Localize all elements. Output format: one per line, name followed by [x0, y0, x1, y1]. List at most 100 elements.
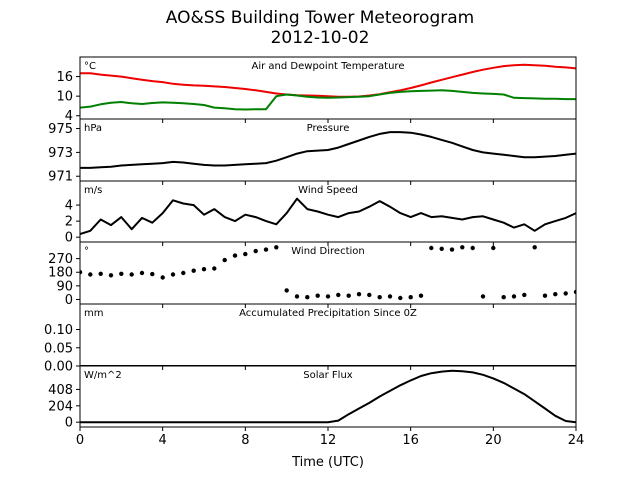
x-axis: 0 4 8 12 16 20 24	[76, 433, 584, 448]
panel-2: 971 973 975 hPa Pressure	[48, 118, 577, 185]
unit-label: °	[84, 246, 89, 257]
data-point	[191, 268, 196, 273]
x-tick-label: 20	[485, 433, 502, 448]
data-point	[470, 245, 475, 251]
data-point	[315, 293, 320, 298]
data-point	[336, 292, 341, 298]
data-point	[160, 275, 165, 280]
panel-title: Wind Direction	[291, 246, 365, 257]
panel-title: Pressure	[307, 123, 350, 134]
data-point	[98, 271, 103, 276]
x-tick-label: 8	[241, 433, 249, 448]
data-point	[129, 272, 134, 277]
data-point	[377, 295, 382, 300]
y-tick-label: 204	[48, 399, 73, 414]
y-tick-label: 408	[48, 383, 73, 398]
data-point	[119, 271, 124, 276]
data-point	[243, 251, 248, 257]
x-tick-label: 24	[568, 433, 585, 448]
panel-title: Accumulated Precipitation Since 0Z	[239, 308, 417, 319]
panel-1: 4 10 16 °C Air and Dewpoint Temperature	[56, 56, 577, 124]
data-point	[325, 294, 331, 299]
x-tick-label: 0	[76, 433, 84, 448]
data-point	[181, 270, 186, 276]
data-point	[418, 293, 424, 298]
data-point	[170, 272, 176, 277]
data-point	[553, 292, 558, 297]
x-tick-label: 4	[159, 433, 167, 448]
data-point	[294, 294, 300, 299]
y-tick-label: 16	[56, 70, 73, 85]
data-point	[501, 295, 506, 300]
y-tick-label: 0	[65, 416, 73, 431]
y-tick-label: 2	[65, 215, 73, 230]
y-tick-label: 10	[56, 90, 73, 105]
y-tick-label: 971	[48, 170, 73, 185]
data-point	[346, 293, 351, 298]
data-point	[387, 294, 393, 299]
data-point	[150, 271, 155, 277]
unit-label: hPa	[84, 123, 102, 134]
panel-5: 0.00 0.05 0.10 mm Accumulated Precipitation …	[44, 303, 577, 375]
data-point	[80, 270, 83, 275]
data-point	[139, 270, 145, 276]
series-line	[80, 63, 576, 98]
data-point	[460, 245, 465, 250]
data-point	[305, 295, 310, 300]
unit-label: m/s	[84, 185, 102, 196]
data-point	[263, 247, 269, 252]
data-point	[563, 291, 568, 296]
data-point	[212, 266, 217, 271]
series-line	[80, 89, 576, 111]
data-point	[439, 246, 444, 251]
data-point	[222, 257, 227, 263]
data-point	[573, 289, 576, 295]
y-tick-label: 0	[65, 231, 73, 246]
data-point	[274, 245, 279, 250]
series-line	[80, 197, 576, 235]
unit-label: °C	[84, 61, 96, 72]
x-axis-label: Time (UTC)	[291, 455, 364, 470]
y-tick-label: 975	[48, 122, 73, 137]
y-tick-label: 4	[65, 199, 73, 214]
data-point	[201, 267, 207, 272]
data-point	[356, 292, 362, 297]
y-tick-label: 0.05	[44, 341, 73, 356]
unit-label: mm	[84, 308, 103, 319]
y-tick-label: 90	[56, 279, 73, 294]
data-point	[108, 273, 114, 278]
y-tick-label: 270	[48, 252, 73, 267]
panel-title: Air and Dewpoint Temperature	[252, 61, 405, 72]
y-tick-label: 0	[65, 293, 73, 308]
unit-label: W/m^2	[84, 370, 122, 381]
y-tick-label: 973	[48, 146, 73, 161]
x-tick-label: 16	[402, 433, 419, 448]
data-point	[253, 248, 258, 254]
data-point	[284, 288, 289, 293]
data-point	[88, 272, 93, 277]
chart-subtitle: 2012-10-02	[270, 28, 370, 48]
data-point	[232, 253, 238, 258]
panel-title: Wind Speed	[298, 185, 358, 196]
x-tick-label: 12	[320, 433, 337, 448]
data-point	[480, 294, 486, 299]
series-line	[80, 369, 576, 424]
data-point	[511, 294, 517, 299]
chart-title: AO&SS Building Tower Meteorogram	[165, 8, 475, 28]
y-tick-label: 180	[48, 266, 73, 281]
y-tick-label: 0.10	[44, 323, 73, 338]
y-tick-label: 4	[65, 109, 73, 124]
data-point	[491, 245, 496, 251]
data-point	[522, 292, 527, 298]
data-point	[542, 293, 548, 298]
data-point	[367, 292, 372, 298]
panel-3: 024 m/s Wind Speed	[65, 180, 577, 246]
series-line	[80, 131, 576, 169]
data-point	[408, 295, 413, 300]
data-point	[398, 295, 403, 301]
data-point	[532, 245, 537, 250]
panel-title: Solar Flux	[303, 370, 353, 381]
